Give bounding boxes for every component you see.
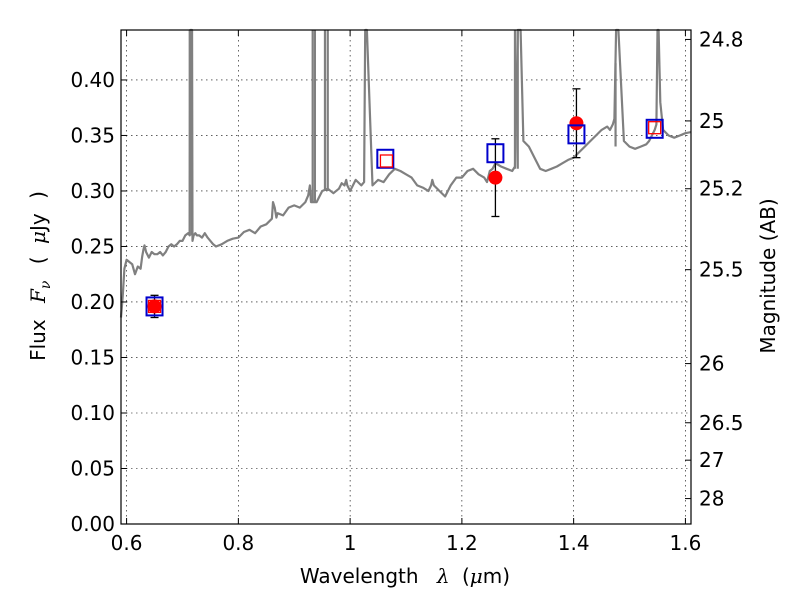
y-tick-label: 0.10 [70, 401, 115, 425]
y-tick-label: 0.30 [70, 179, 115, 203]
y-axis-title: Flux Fν ( μJy ) [26, 191, 55, 361]
blue-model-square [145, 296, 164, 317]
x-axis-title-unit-rest: m) [483, 564, 510, 588]
x-axis-title-unit-mu: μ [470, 564, 483, 588]
x-tick-label: 1.6 [670, 531, 702, 555]
x-axis-title-prefix: Wavelength [300, 564, 419, 588]
y-axis-title-unit-close: ) [26, 191, 50, 199]
x-axis-title-symbol: λ [436, 564, 450, 588]
x-tick-label: 0.8 [222, 531, 254, 555]
y2-tick-label: 26.5 [699, 411, 744, 435]
x-tick-label: 0.6 [111, 531, 143, 555]
plot-frame [120, 29, 692, 525]
grid-lines [121, 30, 691, 525]
y-tick-label: 0.35 [70, 123, 115, 147]
y2-tick-label: 28 [699, 487, 724, 511]
axis-ticks: 0.6 0.8 1 1.2 1.4 1.6 0.00 0.05 0.10 0.15 0.20 0.25… [70, 27, 743, 555]
y-tick-label: 0.25 [70, 234, 115, 258]
x-tick-label: 1 [344, 531, 357, 555]
y2-tick-label: 25 [699, 109, 724, 133]
photometry-layer [145, 88, 664, 319]
y2-tick-label: 25.2 [699, 177, 744, 201]
blue-model-square [486, 143, 505, 164]
x-tick-label: 1.2 [446, 531, 478, 555]
y-axis-title-prefix: Flux [26, 319, 50, 361]
y-tick-label: 0.20 [70, 290, 115, 314]
blue-model-square [645, 118, 664, 139]
y-tick-label: 0.15 [70, 345, 115, 369]
y-axis-title-symbol: F [26, 288, 50, 304]
blue-model-square [376, 148, 395, 169]
spectrum-layer [119, 28, 692, 318]
red-model-square [379, 154, 394, 168]
x-tick-label: 1.4 [558, 531, 590, 555]
spectrum-line [119, 28, 692, 318]
y-axis-title-unit-rest: Jy [26, 213, 50, 233]
y-tick-label: 0.05 [70, 456, 115, 480]
red-model-square [147, 299, 162, 314]
y-axis-title-unit-mu: μ [26, 231, 50, 244]
y-tick-label: 0.00 [70, 512, 115, 536]
y2-axis-title: Magnitude (AB) [756, 198, 780, 353]
y-axis-title-subscript: ν [38, 280, 54, 289]
red-model-square [648, 121, 662, 135]
y-axis-title-unit-open: ( [26, 256, 50, 264]
y2-tick-label: 25.5 [699, 258, 744, 282]
observed-point [488, 170, 503, 185]
y2-tick-label: 24.8 [699, 27, 744, 51]
y2-tick-label: 27 [699, 448, 724, 472]
y-tick-label: 0.40 [70, 68, 115, 92]
observed-point [569, 116, 584, 131]
y2-tick-label: 26 [699, 352, 724, 376]
observed-point [147, 299, 162, 314]
x-axis-title: Wavelength λ (μm) [300, 564, 510, 588]
blue-model-square [567, 124, 586, 145]
x-axis-title-unit-open: ( [462, 564, 470, 588]
